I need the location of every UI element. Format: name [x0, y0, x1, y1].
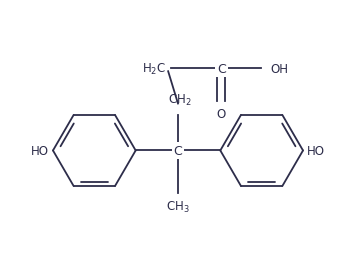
Text: H$_2$C: H$_2$C [142, 61, 166, 76]
Text: O: O [217, 108, 226, 121]
Text: HO: HO [307, 144, 325, 157]
Text: OH: OH [271, 62, 289, 75]
Text: CH$_3$: CH$_3$ [166, 200, 190, 215]
Text: CH$_2$: CH$_2$ [168, 93, 192, 108]
Text: C: C [217, 62, 226, 75]
Text: HO: HO [31, 144, 49, 157]
Text: C: C [174, 144, 182, 157]
